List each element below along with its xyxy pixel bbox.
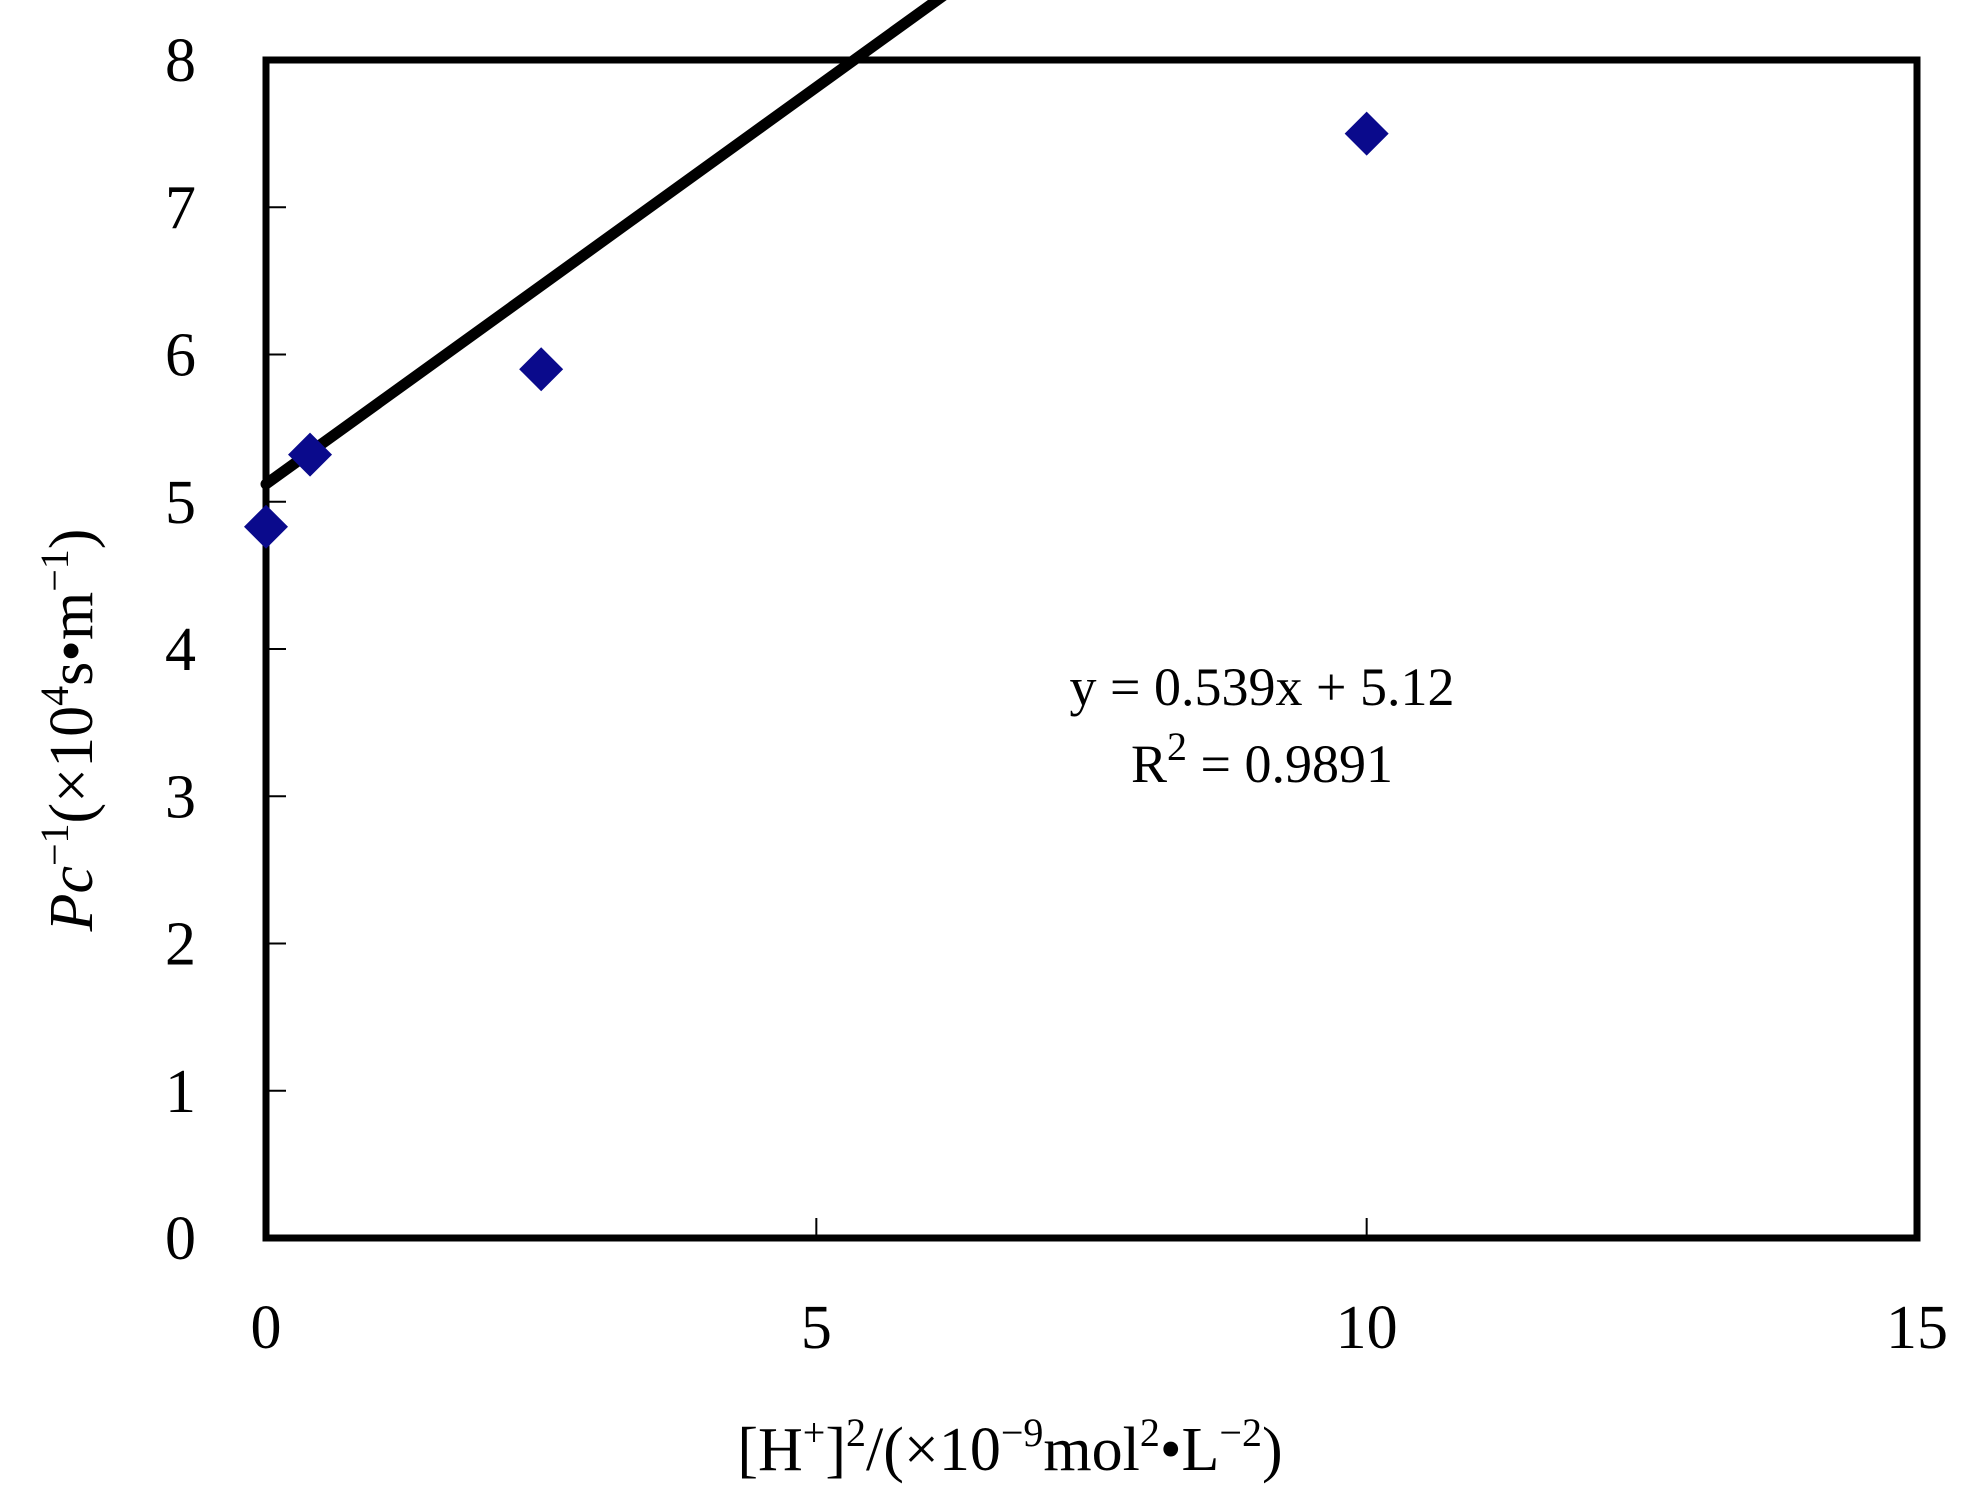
trendline-group: [260, 0, 947, 490]
y-tick-label: 7: [165, 174, 196, 242]
data-point: [288, 432, 333, 477]
data-points: [244, 111, 1389, 549]
y-tick-label: 6: [165, 322, 196, 390]
y-ticks: 0 1 2 3 4 5 6 7 8: [165, 27, 286, 1273]
data-point: [519, 347, 564, 392]
r2-base: R: [1131, 734, 1167, 794]
x-tick-label: 15: [1886, 1294, 1948, 1362]
x-axis-title: [H+]2/(×10−9mol2•L−2): [737, 1410, 1282, 1484]
y-tick-label: 3: [165, 763, 196, 831]
y-tick-label: 8: [165, 27, 196, 95]
y-tick-label: 5: [165, 469, 196, 537]
trendline: [260, 0, 947, 490]
y-tick-label: 4: [165, 616, 196, 684]
r2-rest: = 0.9891: [1187, 734, 1393, 794]
y-axis-title: Pc−1(×104s•m−1): [32, 529, 106, 933]
x-tick-label: 10: [1336, 1294, 1398, 1362]
x-ticks: 0 5 10 15: [251, 1218, 1948, 1362]
data-point: [244, 504, 288, 549]
r2-sup: 2: [1167, 724, 1187, 769]
trendline-r2: R2 = 0.9891: [1131, 724, 1393, 794]
x-tick-label: 5: [801, 1294, 832, 1362]
plot-area: [262, 56, 1921, 1242]
y-tick-label: 2: [165, 911, 196, 979]
y-tick-label: 0: [165, 1205, 196, 1273]
x-tick-label: 0: [251, 1294, 282, 1362]
trendline-equation: y = 0.539x + 5.12: [1070, 657, 1455, 717]
y-tick-label: 1: [165, 1058, 196, 1126]
data-point: [1344, 111, 1389, 156]
